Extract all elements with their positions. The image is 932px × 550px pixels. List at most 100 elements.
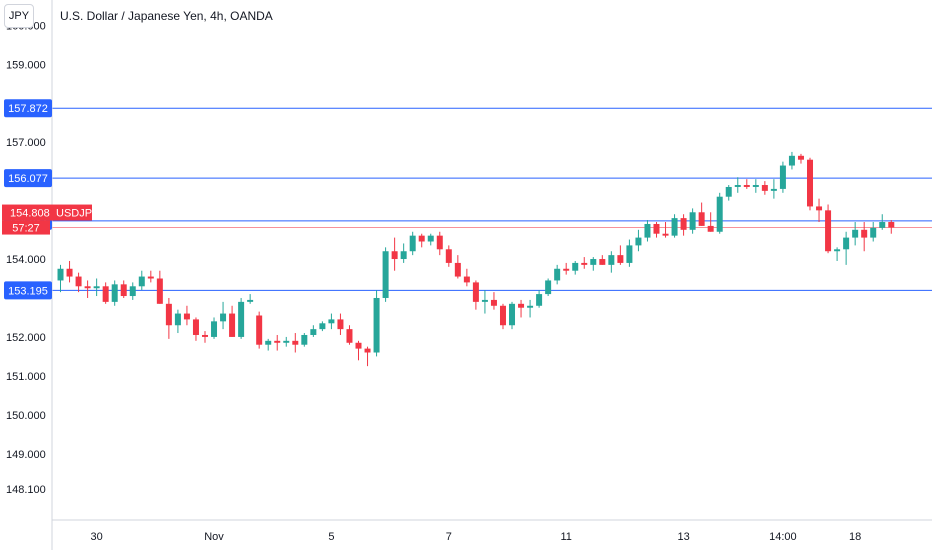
candle-body [165,303,172,326]
candle-body [445,249,452,263]
candle [102,282,109,304]
candle-body [545,280,552,295]
candle [192,317,199,341]
candle [797,153,804,164]
candle [454,255,461,279]
candle-body [472,282,479,302]
candle [238,297,245,339]
candle-body [274,340,281,343]
candle [292,333,299,353]
candle [328,313,335,330]
candle-body [843,237,850,250]
candle-body [129,286,136,297]
currency-button[interactable]: JPY [4,4,34,28]
candle [816,198,823,223]
candle [310,325,317,337]
candle-body [788,155,795,166]
candle [436,231,443,256]
price-axis: 160.000159.000157.000154.000152.000151.0… [2,0,100,550]
candle [834,247,841,261]
candle-body [662,233,669,236]
candle [788,151,795,170]
candle [626,239,633,267]
level-label: 153.195 [8,285,48,297]
level-label: 156.077 [8,173,48,185]
candle-body [75,276,82,287]
candle-body [779,165,786,189]
candle-body [852,229,859,238]
y-tick-label: 154.000 [6,254,46,266]
candle [66,260,73,283]
candle [364,346,371,367]
level-label: 157.872 [8,103,48,115]
candle [256,311,263,349]
candle-body [229,313,236,337]
current-price-box [2,204,92,221]
candle-body [635,237,642,246]
candle-body [346,329,353,343]
candle-body [409,235,416,252]
candle [201,331,208,343]
candle-body [554,268,561,281]
candle-body [283,340,290,343]
candle [463,268,470,287]
candle [662,222,669,238]
candle [716,192,723,234]
candle-body [572,262,579,271]
candle [825,204,832,254]
candle-body [490,299,497,306]
candle-body [481,299,488,302]
candle [93,278,100,297]
candle-body [716,196,723,232]
candle [382,247,389,302]
candle-body [220,313,227,322]
candle [247,294,254,304]
candle [373,290,380,357]
candle [743,179,750,189]
candle [888,220,895,234]
y-tick-label: 157.000 [6,137,46,149]
candle-body [138,276,145,287]
candle-body [391,251,398,260]
candle-body [518,303,525,308]
candle [409,231,416,256]
candle-body [337,319,344,330]
candle-body [752,185,759,187]
candle-body [499,305,506,326]
candle [183,305,190,326]
candle-body [698,212,705,226]
candle [156,270,163,304]
x-tick-label: 30 [91,531,103,543]
candle-body [436,235,443,250]
candle [527,299,534,318]
candle [572,260,579,275]
candle-body [102,286,109,302]
candle [220,301,227,330]
candle [75,272,82,293]
candle [418,233,425,248]
candle-body [626,245,633,263]
candle [427,233,434,246]
current-price-label: 154.808 [10,208,50,220]
candle-body [319,323,326,330]
candle [481,290,488,314]
time-axis: 30 Nov 5 7 11 13 14:00 18 [52,519,932,543]
candle [165,297,172,339]
candle [536,290,543,308]
candle-body [310,329,317,335]
candle [752,179,759,193]
candle [120,280,127,298]
candle [707,212,714,232]
candle-body [238,301,245,337]
x-tick-label: 18 [849,531,861,543]
candle [761,181,768,195]
candle-body [563,268,570,271]
candle-body [680,218,687,230]
candle [57,264,64,293]
candle-body [509,303,516,326]
candle-body [590,259,597,265]
candle-body [797,155,804,160]
candle [653,222,660,238]
candle-body [192,319,199,335]
